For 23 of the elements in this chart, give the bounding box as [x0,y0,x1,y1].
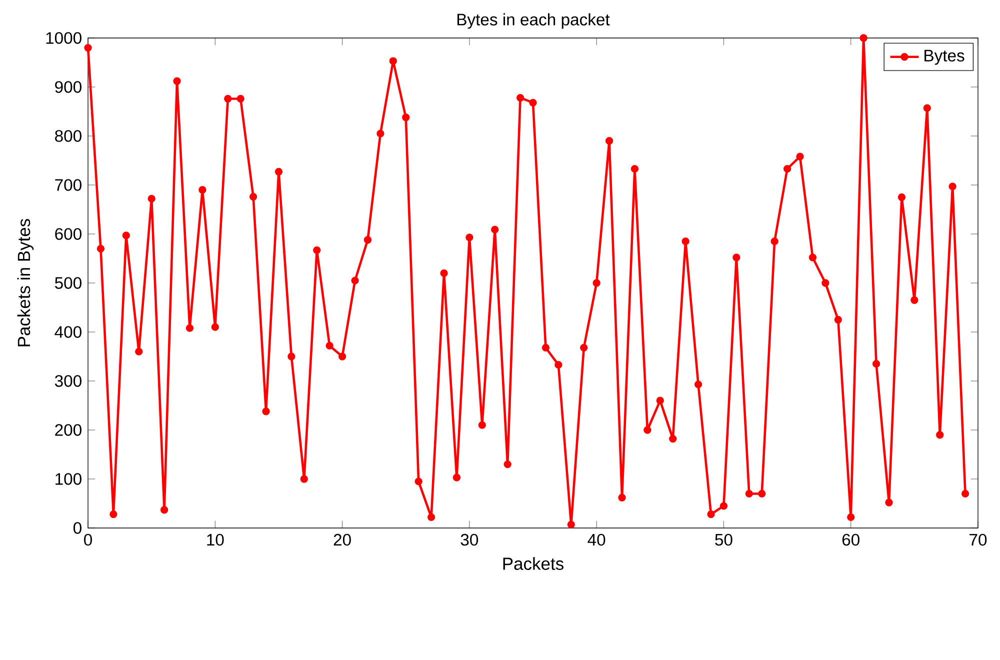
x-tick-label: 40 [588,534,606,546]
x-tick-label: 60 [842,534,860,546]
x-tick-label: 50 [715,534,732,546]
y-tick-label: 500 [54,277,82,289]
y-tick-label: 100 [56,473,82,485]
x-tick-label: 10 [207,534,224,546]
x-tick-label: 30 [460,534,478,546]
y-tick-label: 600 [55,228,82,240]
x-tick-label: 0 [84,534,92,546]
y-tick-label: 700 [55,179,82,191]
chart-title: Bytes in each packet [457,13,610,29]
x-tick-label: 70 [970,534,987,546]
x-axis-title: Packets [503,557,564,570]
y-tick-label: 1000 [46,32,82,44]
y-axis-title: Packets in Bytes [17,218,34,346]
y-tick-label: 200 [55,424,82,436]
y-tick-label: 900 [55,81,82,93]
y-tick-label: 800 [55,130,82,142]
legend-label: Bytes [924,50,964,65]
x-tick-label: 20 [334,534,351,546]
y-tick-label: 400 [54,326,82,338]
y-tick-label: 0 [74,522,82,534]
y-tick-label: 300 [54,375,82,387]
